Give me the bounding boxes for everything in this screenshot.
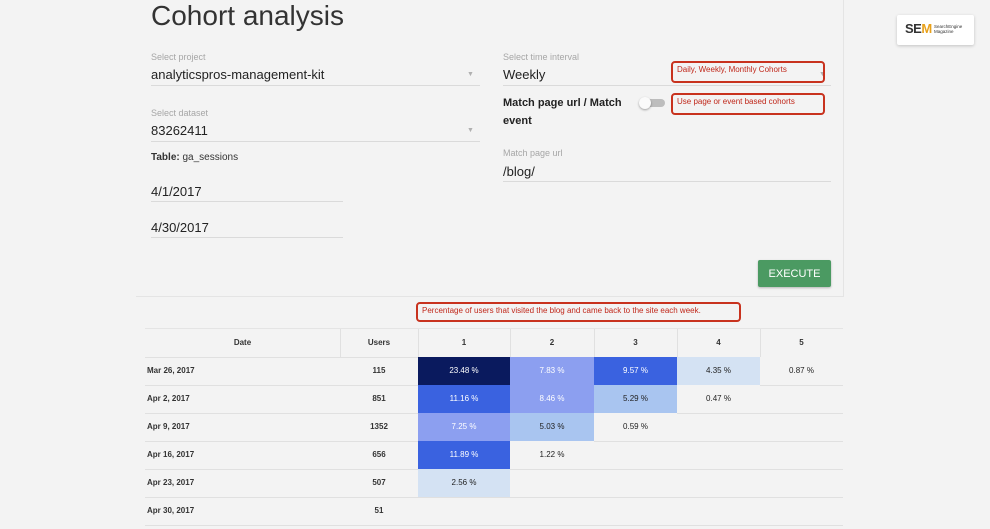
chevron-down-icon[interactable]: ▼	[819, 71, 826, 78]
retention-cell: 2.56 %	[418, 469, 510, 497]
column-divider	[418, 329, 419, 357]
retention-cell: 7.83 %	[510, 357, 594, 385]
column-header-week-5: 5	[799, 338, 804, 347]
row-users: 656	[372, 450, 386, 459]
column-header-week-3: 3	[633, 338, 638, 347]
row-users: 51	[374, 506, 384, 515]
dataset-label: Select dataset	[151, 108, 209, 118]
column-header-week-1: 1	[461, 338, 467, 347]
row-users: 1352	[370, 422, 388, 431]
row-date: Apr 2, 2017	[147, 394, 190, 403]
row-date: Apr 23, 2017	[147, 478, 195, 487]
column-divider	[760, 329, 761, 357]
interval-select[interactable]: Weekly	[503, 67, 546, 82]
project-label: Select project	[151, 52, 206, 62]
project-underline	[151, 85, 480, 86]
row-users: 115	[372, 366, 386, 375]
column-divider	[677, 329, 678, 357]
column-header-week-2: 2	[549, 338, 555, 347]
row-date: Mar 26, 2017	[147, 366, 195, 375]
end-date-field[interactable]: 4/30/2017	[151, 220, 209, 235]
retention-cell: 5.29 %	[594, 385, 677, 413]
retention-cell: 11.89 %	[418, 441, 510, 469]
dataset-select[interactable]: 83262411	[151, 123, 208, 138]
column-divider	[594, 329, 595, 357]
toggle-annotation: Use page or event based cohorts	[671, 93, 825, 115]
retention-cell: 0.59 %	[594, 413, 677, 441]
cohort-table: Date Users 1 2 3 4 5 Mar 26, 2017 115 23.48 % 7.83…	[145, 328, 843, 529]
retention-cell: 1.22 %	[510, 441, 594, 469]
row-users: 507	[372, 478, 386, 487]
toggle-knob	[639, 97, 651, 109]
form-card	[136, 0, 844, 297]
match-url-underline	[503, 181, 831, 182]
retention-cell: 8.46 %	[510, 385, 594, 413]
retention-cell: 11.16 %	[418, 385, 510, 413]
table-info-value: ga_sessions	[182, 152, 239, 163]
match-toggle-switch[interactable]	[639, 97, 666, 109]
retention-cell: 5.03 %	[510, 413, 594, 441]
execute-button[interactable]: EXECUTE	[758, 260, 831, 287]
sem-logo: SEM SearchEngine Magazine	[897, 15, 974, 45]
retention-cell: 7.25 %	[418, 413, 510, 441]
project-select[interactable]: analyticspros-management-kit	[151, 67, 325, 82]
table-annotation: Percentage of users that visited the blo…	[416, 302, 741, 322]
dataset-underline	[151, 141, 480, 142]
logo-tagline: SearchEngine Magazine	[934, 24, 963, 34]
match-url-input[interactable]: /blog/	[503, 164, 535, 179]
interval-label: Select time interval	[503, 52, 580, 62]
end-date-underline	[151, 237, 343, 238]
table-info: Table: ga_sessions	[151, 152, 238, 163]
interval-underline	[503, 85, 831, 86]
match-url-label: Match page url	[503, 148, 563, 158]
chevron-down-icon[interactable]: ▼	[467, 127, 474, 134]
column-header-users: Users	[367, 338, 391, 347]
page-title: Cohort analysis	[151, 0, 344, 31]
retention-cell: 23.48 %	[418, 357, 510, 385]
column-divider	[510, 329, 511, 357]
row-divider	[145, 525, 843, 526]
row-date: Apr 30, 2017	[147, 506, 195, 515]
match-toggle-label-1: Match page url / Match	[503, 97, 622, 109]
retention-cell: 9.57 %	[594, 357, 677, 385]
logo-wordmark: SEM	[905, 21, 932, 36]
row-users: 851	[372, 394, 386, 403]
retention-cell: 0.87 %	[760, 357, 843, 385]
row-divider	[145, 497, 843, 498]
start-date-underline	[151, 201, 343, 202]
table-info-label: Table:	[151, 152, 180, 163]
retention-cell: 4.35 %	[677, 357, 760, 385]
start-date-field[interactable]: 4/1/2017	[151, 184, 202, 199]
interval-annotation: Daily, Weekly, Monthly Cohorts	[671, 61, 825, 83]
column-header-date: Date	[233, 338, 252, 347]
column-header-week-4: 4	[716, 338, 721, 347]
row-date: Apr 16, 2017	[147, 450, 195, 459]
chevron-down-icon[interactable]: ▼	[467, 71, 474, 78]
toggle-track	[643, 99, 665, 107]
match-toggle-label-2: event	[503, 115, 532, 127]
retention-cell: 0.47 %	[677, 385, 760, 413]
column-divider	[340, 329, 341, 357]
row-date: Apr 9, 2017	[147, 422, 190, 431]
